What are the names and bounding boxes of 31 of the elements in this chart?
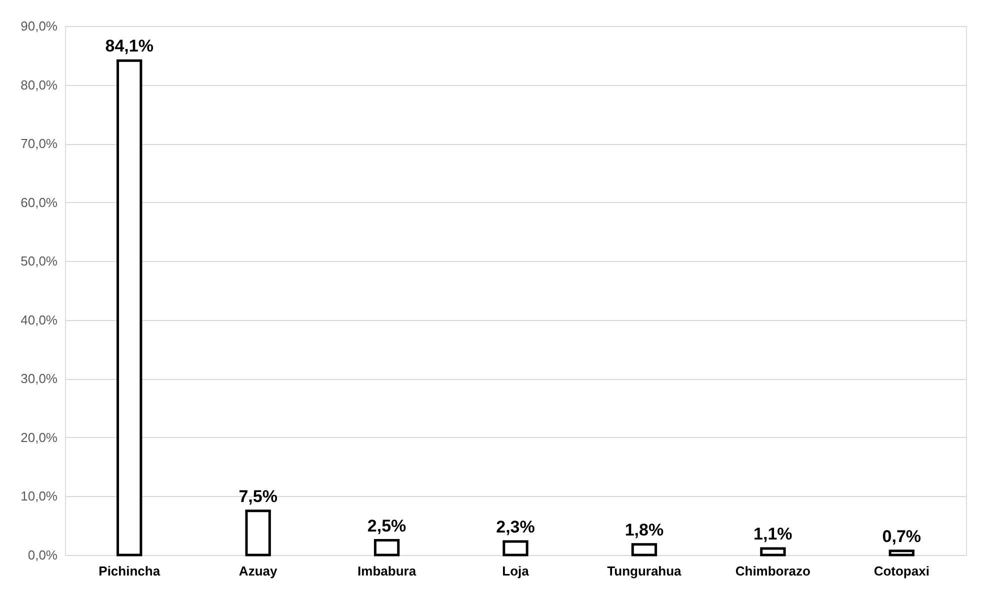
x-tick-label: Azuay: [238, 564, 278, 578]
x-tick-label: Imbabura: [358, 564, 417, 578]
bar: [245, 510, 271, 556]
y-tick-label: 60,0%: [20, 194, 58, 210]
bar: [760, 547, 786, 556]
data-label: 2,3%: [496, 517, 535, 536]
data-label: 84,1%: [105, 36, 154, 56]
y-tick-label: 0,0%: [28, 548, 58, 562]
y-tick-label: 70,0%: [20, 136, 58, 152]
bar: [116, 59, 142, 556]
y-tick-label: 80,0%: [20, 77, 58, 92]
y-tick-label: 40,0%: [20, 312, 58, 328]
x-tick-label: Tungurahua: [607, 564, 682, 578]
data-label: 0,7%: [882, 526, 922, 546]
y-tick-label: 20,0%: [20, 430, 58, 445]
y-tick-label: 30,0%: [20, 371, 58, 386]
y-tick-label: 90,0%: [20, 18, 58, 34]
data-label: 1,8%: [624, 520, 664, 540]
x-tick-label: Pichincha: [98, 564, 161, 578]
data-label: 1,1%: [754, 524, 792, 544]
bar: [631, 543, 658, 556]
x-tick-label: Cotopaxi: [874, 564, 930, 578]
bar: [888, 550, 914, 556]
bar: [374, 539, 400, 556]
x-tick-label: Chimborazo: [735, 564, 811, 578]
data-label: 2,5%: [367, 516, 406, 536]
bar: [502, 540, 528, 556]
x-tick-label: Loja: [502, 564, 530, 578]
y-tick-label: 10,0%: [20, 488, 58, 504]
y-tick-label: 50,0%: [20, 254, 58, 269]
data-label: 7,5%: [238, 486, 278, 506]
